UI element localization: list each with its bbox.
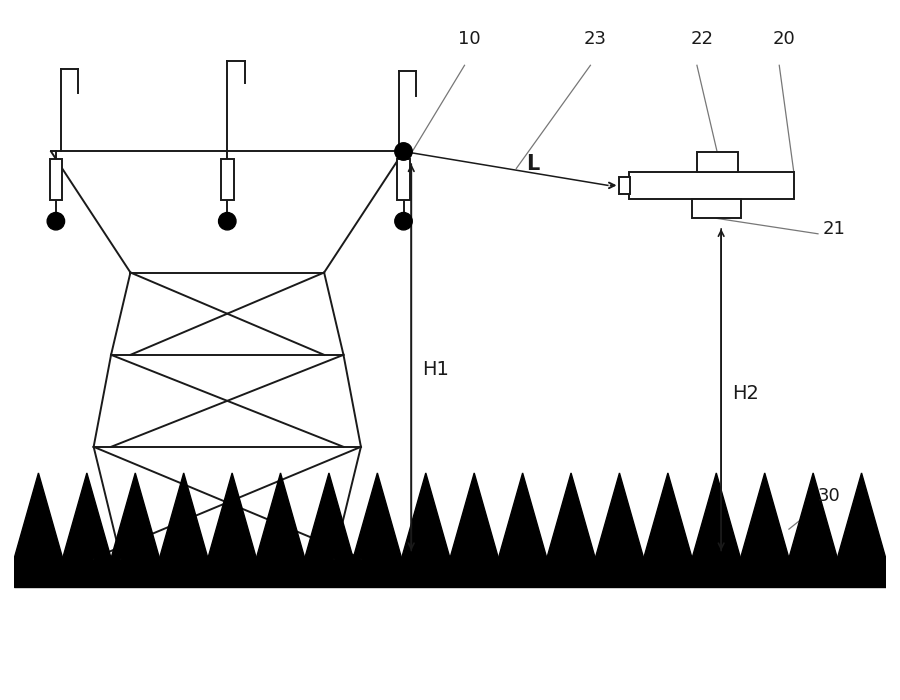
Bar <box>50 159 62 200</box>
Text: H2: H2 <box>732 384 759 403</box>
Text: 10: 10 <box>458 30 481 48</box>
Polygon shape <box>547 473 595 558</box>
Text: 30: 30 <box>818 487 841 505</box>
Polygon shape <box>644 473 692 558</box>
Polygon shape <box>111 473 159 558</box>
Polygon shape <box>595 473 643 558</box>
Polygon shape <box>14 473 63 558</box>
Polygon shape <box>208 473 256 558</box>
Text: 22: 22 <box>690 30 714 48</box>
Text: 23: 23 <box>584 30 607 48</box>
Polygon shape <box>789 473 837 558</box>
Bar <box>692 199 741 218</box>
Bar <box>221 159 234 200</box>
Polygon shape <box>159 473 208 558</box>
Polygon shape <box>692 473 741 558</box>
Text: L: L <box>526 154 539 174</box>
Text: H1: H1 <box>422 360 449 379</box>
Text: 20: 20 <box>773 30 796 48</box>
Polygon shape <box>256 473 305 558</box>
Polygon shape <box>499 473 547 558</box>
Circle shape <box>219 213 236 230</box>
Bar <box>397 159 410 200</box>
Polygon shape <box>353 473 401 558</box>
Bar <box>697 153 738 172</box>
Bar <box>14 558 891 587</box>
Polygon shape <box>741 473 789 558</box>
Circle shape <box>47 213 65 230</box>
Polygon shape <box>401 473 450 558</box>
Polygon shape <box>63 473 111 558</box>
Polygon shape <box>837 473 886 558</box>
Bar <box>619 176 630 194</box>
Polygon shape <box>450 473 499 558</box>
Text: 21: 21 <box>823 220 846 238</box>
Circle shape <box>395 143 412 160</box>
Polygon shape <box>305 473 353 558</box>
Bar <box>629 172 794 199</box>
Circle shape <box>395 213 412 230</box>
